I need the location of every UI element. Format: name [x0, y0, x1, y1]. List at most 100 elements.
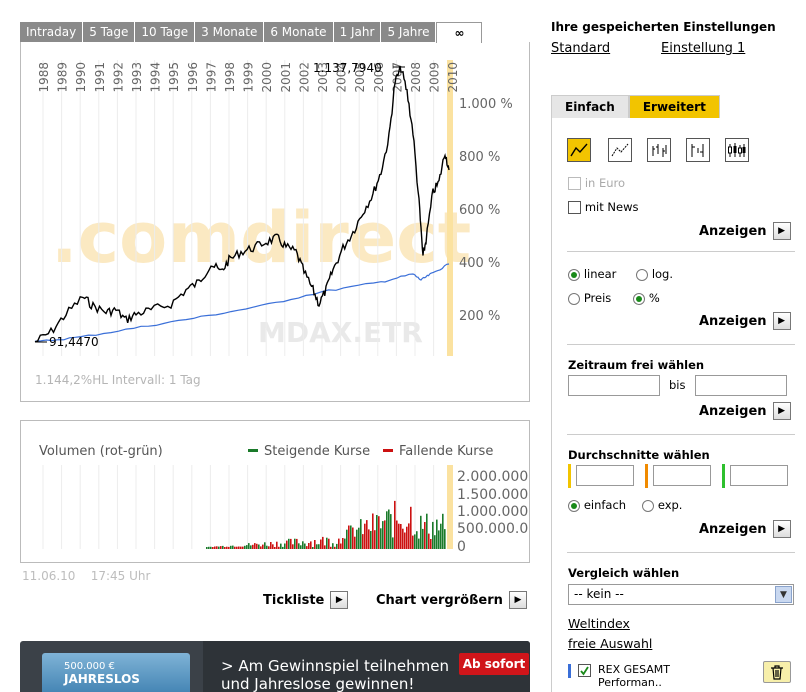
with-news-checkbox[interactable] [568, 201, 581, 214]
banner-cta-button[interactable]: Ab sofort [459, 653, 529, 675]
volume-bar [288, 538, 290, 549]
volume-bar [256, 543, 258, 549]
average-2-input[interactable] [653, 465, 711, 486]
volume-bar [228, 546, 230, 549]
range-from-input[interactable] [568, 375, 660, 396]
in-euro-checkbox[interactable] [568, 177, 581, 190]
volume-bar [316, 544, 318, 549]
average-1-input[interactable] [576, 465, 634, 486]
rex-checkbox[interactable] [578, 664, 591, 677]
log-option[interactable]: log. [636, 267, 673, 281]
tab-5-years[interactable]: 5 Jahre [381, 22, 437, 42]
price-radio[interactable] [568, 292, 580, 305]
min-value-label: 91,4470 [49, 335, 99, 349]
show-button-1[interactable]: Anzeigen ▶ [699, 222, 791, 240]
volume-bar [328, 538, 330, 549]
chart-options-panel [551, 118, 806, 692]
y-tick-1000: 1.000 % [459, 97, 513, 112]
show-button-3[interactable]: Anzeigen ▶ [699, 402, 791, 420]
line-chart-type-button[interactable] [567, 138, 591, 162]
with-news-option[interactable]: mit News [568, 200, 638, 214]
average-3-input[interactable] [730, 465, 788, 486]
range-to-input[interactable] [695, 375, 787, 396]
free-choice-link[interactable]: freie Auswahl [568, 636, 653, 651]
banner-line-2: und Jahreslose gewinnen! [221, 675, 415, 692]
tab-all-time[interactable]: ∞ [436, 22, 483, 43]
exp-average-label: exp. [657, 498, 683, 512]
ohlc-chart-icon [652, 144, 667, 157]
show-button-4[interactable]: Anzeigen ▶ [699, 520, 791, 538]
log-radio[interactable] [636, 268, 648, 281]
volume-bar [236, 546, 238, 549]
volume-bar [222, 545, 224, 549]
volume-bar [238, 546, 240, 549]
settings-standard-link[interactable]: Standard [551, 41, 611, 56]
enlarge-chart-button[interactable]: Chart vergrößern ▶ [376, 591, 527, 609]
volume-bar [422, 528, 424, 549]
ohlc-chart-type-button[interactable] [647, 138, 671, 162]
log-label: log. [651, 267, 674, 281]
line-chart-icon [570, 143, 588, 157]
volume-bar [358, 527, 360, 549]
in-euro-option[interactable]: in Euro [568, 176, 625, 190]
volume-bar [326, 537, 328, 549]
simple-average-option[interactable]: einfach [568, 498, 626, 512]
percent-radio[interactable] [633, 292, 645, 305]
tab-6-months[interactable]: 6 Monate [264, 22, 334, 42]
linear-option[interactable]: linear [568, 267, 616, 281]
volume-bar [366, 520, 368, 549]
volume-bar [336, 543, 338, 549]
percent-option[interactable]: % [633, 291, 660, 305]
volume-bar [368, 529, 370, 549]
volume-bar [258, 544, 260, 549]
volume-bar [286, 540, 288, 549]
volume-bar [224, 547, 226, 549]
volume-bar [382, 521, 384, 549]
volume-period-highlight [447, 465, 453, 549]
dot-line-chart-icon [611, 143, 629, 157]
range-title: Zeitraum frei wählen [568, 358, 705, 372]
tab-3-months[interactable]: 3 Monate [195, 22, 265, 42]
volume-bar [346, 529, 348, 549]
tab-extended[interactable]: Erweitert [628, 95, 720, 118]
volume-bar [280, 543, 282, 549]
volume-bar [376, 515, 378, 549]
volume-bar [432, 521, 434, 549]
volume-bar [372, 513, 374, 549]
volume-bar [284, 543, 286, 549]
exp-average-radio[interactable] [642, 499, 654, 512]
settings-custom-link[interactable]: Einstellung 1 [661, 41, 746, 56]
rex-type: Performan.. [598, 676, 662, 689]
volume-bar [308, 543, 310, 549]
ad-banner[interactable]: 500.000 € JAHRESLOS > Am Gewinnspiel tei… [20, 641, 530, 692]
world-index-link[interactable]: Weltindex [568, 616, 630, 631]
linear-radio[interactable] [568, 268, 580, 281]
tab-simple[interactable]: Einfach [551, 95, 629, 118]
average-1-color [568, 464, 571, 488]
year-tick-label: 2010 [446, 62, 460, 93]
tab-10-days[interactable]: 10 Tage [135, 22, 196, 42]
volume-bar [294, 538, 296, 549]
price-option[interactable]: Preis [568, 291, 611, 305]
average-3-color [722, 464, 725, 488]
exp-average-option[interactable]: exp. [642, 498, 682, 512]
tab-intraday[interactable]: Intraday [20, 22, 84, 42]
y-tick-800: 800 % [459, 150, 500, 165]
candlestick-chart-type-button[interactable] [725, 138, 749, 162]
volume-bar [290, 538, 292, 549]
current-period-highlight [447, 60, 453, 356]
banner-text-area: > Am Gewinnspiel teilnehmen und Jahreslo… [203, 641, 530, 692]
mountain-chart-type-button[interactable] [608, 138, 632, 162]
volume-gridlines [42, 465, 453, 549]
simple-average-radio[interactable] [568, 499, 580, 512]
ticklist-button[interactable]: Tickliste ▶ [263, 591, 349, 609]
bar-chart-type-button[interactable] [686, 138, 710, 162]
tab-5-days[interactable]: 5 Tage [83, 22, 136, 42]
tab-1-year[interactable]: 1 Jahr [333, 22, 382, 42]
show-button-2[interactable]: Anzeigen ▶ [699, 312, 791, 330]
compare-select[interactable]: -- kein -- ▼ [568, 584, 794, 605]
remove-compare-button[interactable] [763, 661, 791, 683]
rex-name: REX GESAMT [598, 663, 671, 676]
volume-bar [414, 534, 416, 549]
volume-chart: Volumen (rot-grün) Steigende Kurse Falle… [20, 420, 530, 563]
